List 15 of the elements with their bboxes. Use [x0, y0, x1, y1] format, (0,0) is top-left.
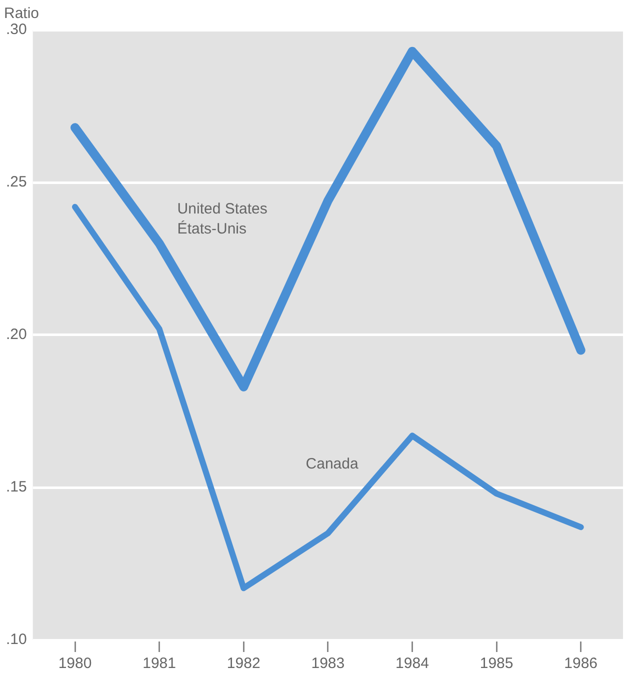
x-tick-label: 1981	[142, 655, 176, 672]
y-tick-label: .10	[6, 631, 27, 648]
x-tick-label: 1983	[311, 655, 345, 672]
y-tick-label: .15	[6, 478, 27, 496]
x-tick-label: 1985	[480, 655, 514, 672]
x-tick-label: 1980	[58, 655, 92, 672]
x-tick-label: 1982	[226, 655, 260, 672]
series-label: United States États-Unis	[177, 200, 268, 238]
y-tick-label: .30	[6, 21, 27, 38]
y-tick-label: .25	[6, 174, 27, 191]
x-tick-label: 1986	[564, 655, 598, 672]
y-tick-label: .20	[6, 326, 27, 344]
x-tick-label: 1984	[396, 655, 429, 672]
series-label: Canada	[306, 456, 359, 473]
y-axis-title: Ratio	[4, 5, 40, 22]
